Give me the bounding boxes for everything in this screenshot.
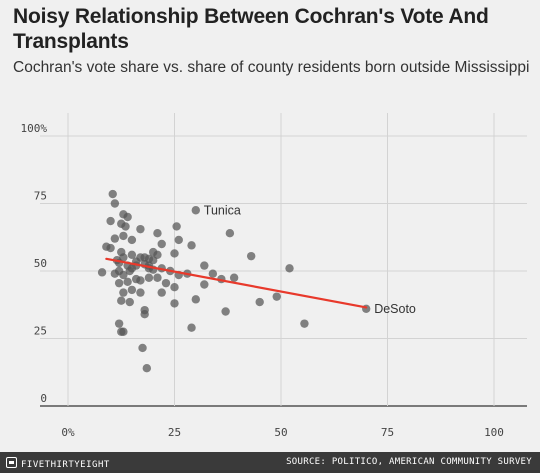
data-point <box>153 229 162 238</box>
data-point <box>144 273 154 282</box>
data-point <box>114 278 124 288</box>
data-point <box>246 251 256 261</box>
data-point <box>136 224 145 234</box>
data-point <box>119 288 128 297</box>
chart-title: Noisy Relationship Between Cochran's Vot… <box>13 5 489 53</box>
data-point <box>200 261 209 270</box>
trend-line <box>105 257 368 309</box>
data-point <box>119 327 128 336</box>
scatter-chart: 0 25 50 75 100% 0% 25 50 75 100 Tunica DeSoto <box>21 113 527 439</box>
annotation-label: Tunica <box>204 203 241 217</box>
data-point <box>127 250 137 259</box>
data-point <box>121 222 130 231</box>
brand-label: FIVETHIRTYEIGHT <box>21 460 110 470</box>
data-point <box>106 216 115 226</box>
data-point <box>123 212 132 222</box>
fivethirtyeight-logo-icon <box>6 457 17 468</box>
y-tick-label: 0 <box>40 392 47 405</box>
x-tick-label: 0% <box>61 426 75 439</box>
data-point <box>136 276 145 285</box>
data-point <box>140 310 149 319</box>
y-tick-label: 75 <box>34 190 47 203</box>
data-point <box>157 239 166 249</box>
chart-subtitle: Cochran's vote share vs. share of county… <box>13 59 530 76</box>
data-point <box>191 206 200 215</box>
data-point <box>110 234 120 243</box>
y-tick-label: 100% <box>21 122 48 135</box>
data-point <box>97 268 107 277</box>
x-tick-label: 100 <box>484 426 504 439</box>
data-point <box>255 297 264 307</box>
footer-bar: FIVETHIRTYEIGHT SOURCE: POLITICO, AMERIC… <box>0 452 540 473</box>
axis-ticks: 0 25 50 75 100% 0% 25 50 75 100 <box>21 122 504 439</box>
data-point <box>119 270 128 280</box>
data-point <box>187 323 196 332</box>
data-point <box>119 231 128 241</box>
data-point <box>114 319 124 328</box>
data-point <box>300 319 309 328</box>
data-point <box>125 266 134 276</box>
data-point <box>149 256 158 265</box>
data-point <box>174 235 183 245</box>
data-point <box>225 229 235 238</box>
data-point <box>187 241 196 250</box>
data-point <box>285 264 294 273</box>
data-point <box>221 307 230 316</box>
data-point <box>200 280 209 289</box>
data-point <box>119 253 128 262</box>
data-point <box>170 283 179 292</box>
x-tick-label: 25 <box>168 426 181 439</box>
data-point <box>191 295 200 304</box>
y-tick-label: 50 <box>34 257 47 270</box>
data-point <box>138 343 147 353</box>
data-point <box>125 297 134 307</box>
data-point <box>142 364 152 373</box>
data-point <box>106 243 115 253</box>
brand: FIVETHIRTYEIGHT <box>6 457 110 470</box>
data-point <box>153 273 162 282</box>
data-points <box>97 189 371 373</box>
data-point <box>172 222 181 231</box>
source-note: SOURCE: POLITICO, AMERICAN COMMUNITY SUR… <box>286 457 532 467</box>
data-point <box>272 292 281 301</box>
y-tick-label: 25 <box>34 325 47 338</box>
data-point <box>117 296 126 305</box>
data-point <box>157 288 166 297</box>
data-point <box>108 189 117 199</box>
grid <box>40 113 527 407</box>
data-point <box>110 199 120 208</box>
data-point <box>170 249 179 258</box>
data-point <box>127 235 137 245</box>
data-point <box>136 288 145 297</box>
data-point <box>161 278 171 288</box>
annotation-label: DeSoto <box>374 302 416 316</box>
data-point <box>208 269 218 278</box>
x-tick-label: 75 <box>381 426 394 439</box>
x-tick-label: 50 <box>274 426 287 439</box>
trend-line-group <box>105 257 368 309</box>
data-point <box>170 299 179 308</box>
data-point <box>123 277 132 286</box>
data-point <box>229 273 239 282</box>
annotations: Tunica DeSoto <box>204 203 416 316</box>
data-point <box>127 285 137 295</box>
